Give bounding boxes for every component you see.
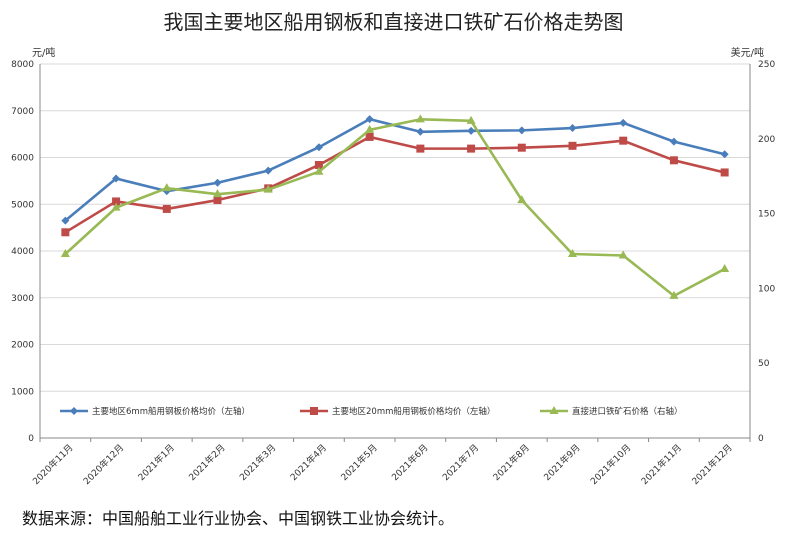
x-tick-label: 2021年4月 — [288, 442, 329, 483]
data-point — [61, 216, 70, 225]
chart-title: 我国主要地区船用钢板和直接进口铁矿石价格走势图 — [163, 10, 624, 34]
x-tick-label: 2021年11月 — [639, 442, 685, 488]
data-point — [213, 196, 222, 205]
data-point — [263, 184, 273, 193]
x-tick-label: 2021年1月 — [135, 442, 176, 483]
x-tick-label: 2021年2月 — [186, 442, 227, 483]
data-point — [264, 166, 273, 175]
data-point — [517, 143, 526, 152]
y-left-tick-label: 1000 — [11, 387, 34, 397]
y-left-tick-label: 8000 — [11, 60, 34, 70]
x-tick-label: 2021年3月 — [237, 442, 278, 483]
legend-swatch-marker — [70, 407, 78, 415]
data-point — [213, 178, 222, 187]
legend: 主要地区6mm船用钢板价格均价（左轴） 主要地区20mm船用钢板价格均价（左轴） 直… — [60, 406, 683, 417]
x-tick-label: 2020年11月 — [30, 442, 76, 488]
legend-swatch-marker — [310, 407, 318, 415]
data-point — [568, 248, 577, 257]
source-note: 数据来源：中国船舶工业行业协会、中国钢铁工业协会统计。 — [22, 509, 455, 528]
x-tick-label: 2020年12月 — [81, 442, 127, 488]
y-right-tick-label: 50 — [758, 359, 770, 369]
data-point — [60, 248, 70, 257]
data-point — [416, 127, 425, 136]
y-left-tick-label: 2000 — [11, 341, 34, 351]
legend-label: 主要地区6mm船用钢板价格均价（左轴） — [92, 406, 250, 417]
data-point — [669, 290, 679, 299]
y-right-tick-label: 200 — [758, 135, 775, 145]
data-point — [112, 197, 121, 206]
axes: 0 1000 2000 3000 4000 5000 6000 7000 8000 0 50 100 1… — [11, 46, 775, 487]
x-tick-label: 2021年12月 — [689, 442, 735, 488]
data-point — [162, 183, 172, 192]
legend-label: 直接进口铁矿石价格（右轴） — [572, 406, 683, 417]
data-point — [314, 160, 323, 169]
data-point — [112, 174, 121, 183]
data-point — [669, 137, 678, 146]
data-point — [517, 195, 527, 204]
y-left-tick-label: 7000 — [11, 107, 34, 117]
data-point — [213, 189, 222, 198]
y-right-tick-label: 100 — [758, 284, 775, 294]
grid — [40, 63, 750, 392]
y-left-tick-label: 6000 — [11, 154, 34, 164]
data-point — [467, 144, 476, 153]
y-left-tick-label: 0 — [28, 434, 34, 444]
series-line-1 — [64, 135, 725, 234]
legend-swatch-marker — [549, 406, 559, 414]
data-point — [415, 114, 425, 123]
y-left-tick-label: 3000 — [11, 294, 34, 304]
y-right-tick-label: 0 — [758, 434, 764, 444]
x-tick-label: 2021年7月 — [440, 442, 481, 483]
x-tick-label: 2021年8月 — [490, 442, 531, 483]
data-point — [61, 228, 70, 237]
y-right-tick-label: 250 — [758, 60, 775, 70]
data-point — [720, 150, 729, 159]
y-right-tick-label: 150 — [758, 210, 775, 220]
x-tick-label: 2021年6月 — [389, 442, 430, 483]
data-point — [619, 118, 628, 127]
data-point — [720, 168, 729, 177]
data-point — [619, 136, 628, 145]
data-point — [568, 141, 577, 150]
data-point — [416, 144, 425, 153]
y-left-tick-label: 5000 — [11, 200, 34, 210]
data-point — [568, 124, 577, 133]
x-tick-label: 2021年9月 — [541, 442, 582, 483]
data-point — [467, 126, 476, 135]
series — [60, 114, 730, 299]
series-line-2 — [64, 118, 726, 298]
data-point — [162, 204, 171, 213]
x-tick-label: 2021年10月 — [588, 442, 634, 488]
data-point — [365, 124, 375, 133]
data-point — [111, 202, 121, 211]
data-point — [314, 143, 323, 152]
y-right-unit-label: 美元/吨 — [731, 46, 764, 59]
y-left-unit-label: 元/吨 — [32, 46, 55, 59]
data-point — [517, 126, 526, 135]
data-point — [720, 263, 730, 272]
data-point — [365, 132, 374, 141]
x-tick-label: 2021年5月 — [338, 442, 379, 483]
data-point — [669, 156, 678, 165]
data-point — [365, 115, 374, 124]
data-point — [466, 115, 476, 124]
data-point — [618, 250, 628, 259]
data-point — [314, 166, 324, 175]
legend-label: 主要地区20mm船用钢板价格均价（左轴） — [332, 406, 495, 417]
y-left-tick-label: 4000 — [11, 247, 34, 257]
